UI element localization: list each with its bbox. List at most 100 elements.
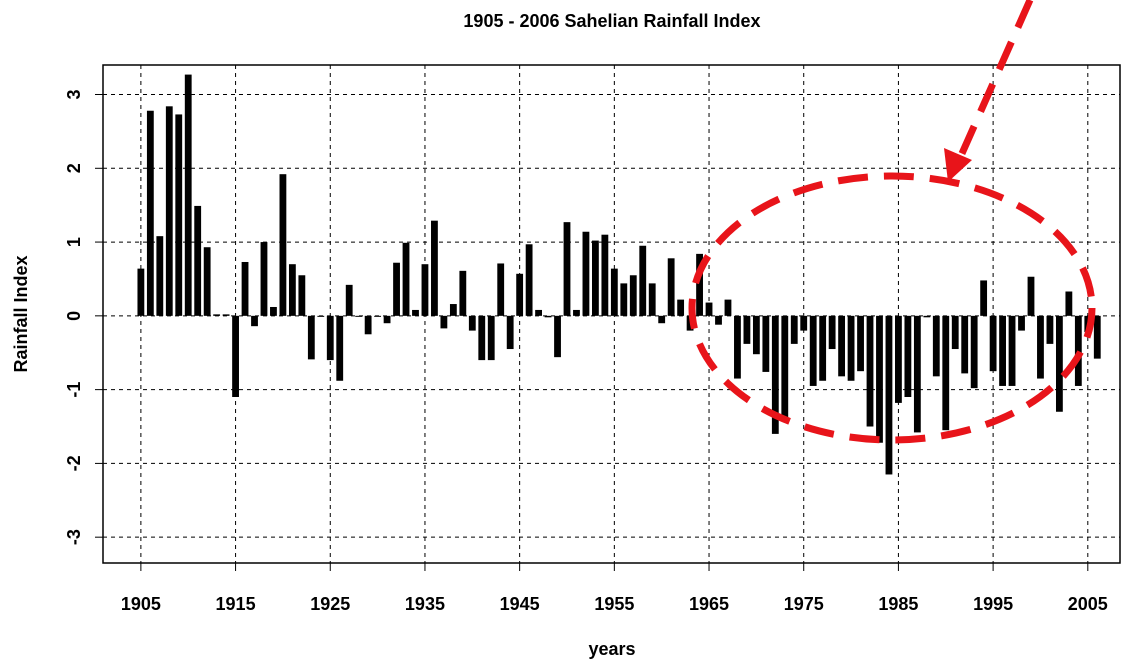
bar: [251, 315, 258, 327]
bar: [213, 314, 221, 316]
x-tick-label: 1915: [216, 594, 256, 614]
bar: [752, 315, 760, 355]
bar: [838, 315, 846, 377]
y-tick-label: 3: [64, 90, 84, 100]
bar: [203, 247, 211, 316]
bar: [980, 280, 988, 316]
bar: [999, 315, 1006, 386]
x-tick-label: 1955: [594, 594, 634, 614]
bar: [374, 315, 382, 317]
y-tick-label: 1: [64, 237, 84, 247]
x-tick-label: 1935: [405, 594, 445, 614]
bar: [1093, 315, 1101, 359]
bar: [270, 306, 277, 316]
bar: [847, 315, 855, 381]
y-tick-label: 2: [64, 163, 84, 173]
bar: [989, 315, 997, 372]
chart-title: 1905 - 2006 Sahelian Rainfall Index: [463, 11, 760, 31]
y-tick-label: -2: [64, 455, 84, 471]
bar: [648, 283, 656, 316]
bar: [961, 315, 969, 374]
bar: [1018, 315, 1025, 331]
bar: [715, 315, 722, 325]
bar: [364, 315, 372, 335]
bar: [762, 315, 770, 372]
bar: [828, 315, 836, 350]
bar: [431, 220, 438, 316]
bar: [724, 299, 732, 316]
plot-area: [103, 65, 1120, 563]
bar: [1008, 315, 1016, 386]
x-tick-label: 1945: [500, 594, 540, 614]
bar: [146, 110, 154, 316]
bar: [184, 74, 192, 316]
bar: [497, 263, 505, 316]
bar: [809, 315, 817, 386]
bar: [194, 205, 202, 316]
bar: [1065, 291, 1073, 316]
bar: [904, 315, 912, 397]
bar: [696, 253, 703, 316]
bar: [1027, 276, 1035, 316]
bar: [876, 315, 883, 443]
y-tick-label: 0: [64, 311, 84, 321]
bar: [790, 315, 798, 344]
bar: [317, 315, 325, 317]
bar: [487, 315, 495, 361]
bar: [288, 264, 296, 316]
bar: [468, 315, 476, 331]
bar: [156, 236, 164, 316]
x-tick-label: 1905: [121, 594, 161, 614]
bar: [800, 315, 808, 331]
bar: [535, 309, 542, 316]
bar: [241, 261, 249, 316]
bar: [734, 315, 741, 379]
bar: [544, 315, 552, 318]
bar: [658, 315, 666, 324]
bar: [866, 315, 874, 427]
bar: [525, 244, 533, 316]
plot-frame: [102, 64, 1121, 564]
bar: [705, 302, 713, 316]
bar: [383, 315, 391, 324]
bar: [970, 315, 978, 389]
bar: [421, 264, 429, 316]
bar: [885, 315, 893, 475]
bar: [345, 284, 353, 316]
bar: [137, 268, 145, 316]
bar: [610, 268, 618, 316]
bar: [1046, 315, 1054, 344]
bar: [895, 315, 902, 403]
x-tick-label: 1975: [784, 594, 824, 614]
x-tick-label: 2005: [1068, 594, 1108, 614]
bar: [951, 315, 959, 350]
bar: [1037, 315, 1044, 379]
bar: [393, 262, 400, 316]
bar: [781, 315, 789, 421]
bar: [459, 270, 467, 316]
x-tick-label: 1925: [310, 594, 350, 614]
bar: [336, 315, 344, 381]
bar: [942, 315, 950, 431]
bar: [440, 315, 448, 329]
bar: [563, 222, 571, 316]
bar: [516, 273, 524, 316]
bar: [326, 315, 334, 361]
bar: [402, 242, 410, 316]
bar: [771, 315, 779, 434]
bar: [307, 315, 315, 360]
x-tick-label: 1995: [973, 594, 1013, 614]
bar: [913, 315, 921, 433]
x-tick-label: 1965: [689, 594, 729, 614]
bar: [573, 309, 580, 316]
bar: [620, 283, 628, 316]
bar: [819, 315, 827, 381]
arrow-head: [944, 148, 972, 182]
y-tick-label: -3: [64, 529, 84, 545]
x-axis-label: years: [588, 639, 635, 659]
bar: [506, 315, 514, 350]
bar: [279, 174, 287, 316]
bar: [222, 314, 230, 316]
bar: [601, 234, 609, 316]
